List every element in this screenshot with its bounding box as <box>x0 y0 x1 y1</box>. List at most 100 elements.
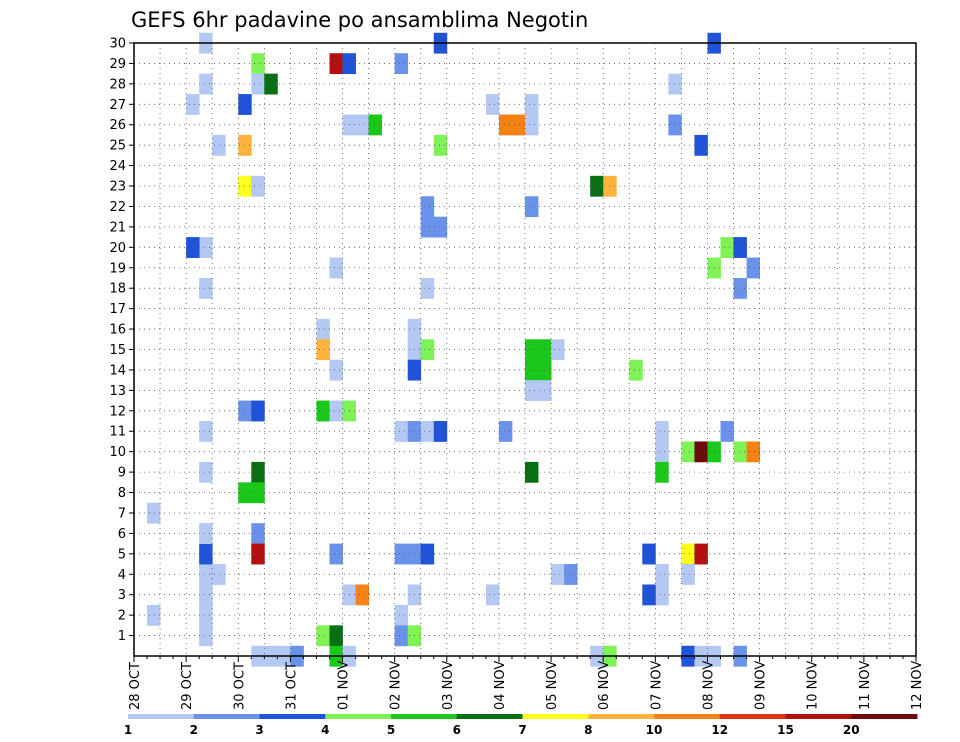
x-tick-label: 12 NOV <box>910 661 925 710</box>
colorbar-swatch <box>259 714 326 719</box>
precip-cell <box>329 625 343 647</box>
precip-cell <box>655 441 669 463</box>
precip-cell <box>694 441 708 463</box>
x-tick-label: 30 OCT <box>232 662 247 710</box>
precip-cell <box>733 441 747 463</box>
precip-cell <box>329 359 343 381</box>
precip-cell <box>746 257 760 279</box>
x-tick-label: 02 NOV <box>389 661 404 710</box>
colorbar-label: 2 <box>190 723 198 737</box>
precip-cell <box>433 421 448 442</box>
colorbar-swatch <box>719 714 786 719</box>
colorbar-swatch <box>654 714 721 719</box>
precip-cell <box>420 421 435 442</box>
precip-cell <box>251 543 265 565</box>
x-tick-label: 31 OCT <box>284 662 299 710</box>
precip-cell <box>681 543 695 565</box>
y-tick-label: 12 <box>109 404 126 419</box>
precip-cell <box>251 400 265 422</box>
precip-cell <box>420 277 435 299</box>
y-tick-label: 1 <box>118 629 126 644</box>
colorbar-label: 5 <box>387 723 395 737</box>
precip-cell <box>147 502 161 524</box>
precip-cell <box>251 523 265 545</box>
precip-cell <box>498 114 513 136</box>
precip-cell <box>199 523 213 545</box>
precip-cell <box>199 277 213 299</box>
precip-cell <box>251 175 265 197</box>
precip-cell <box>511 114 526 136</box>
y-tick-label: 23 <box>109 180 126 195</box>
x-tick-label: 10 NOV <box>806 661 821 710</box>
colorbar-label: 20 <box>843 723 860 737</box>
precip-cell <box>199 625 213 647</box>
y-tick-label: 9 <box>118 466 126 481</box>
precip-cell <box>251 73 265 95</box>
y-tick-label: 4 <box>118 568 126 583</box>
precip-cell <box>694 543 708 565</box>
colorbar-label: 1 <box>124 723 132 737</box>
precip-cell <box>525 380 539 401</box>
precip-cell <box>394 543 409 565</box>
y-tick-label: 5 <box>118 547 126 562</box>
precip-cell <box>355 584 369 606</box>
y-tick-label: 10 <box>109 445 126 460</box>
precip-cell <box>212 134 226 156</box>
y-tick-label: 28 <box>109 77 126 92</box>
precip-cell <box>368 114 383 136</box>
precip-cell <box>655 564 669 585</box>
precip-cell <box>525 359 539 381</box>
colorbar-swatch <box>785 714 852 719</box>
precip-cell <box>329 257 343 279</box>
precip-cell <box>694 134 708 156</box>
y-tick-label: 13 <box>109 384 126 399</box>
colorbar: 1 2 3 4 5 6 7 8 10 12 15 20 <box>124 714 918 737</box>
y-tick-label: 19 <box>109 261 126 276</box>
data-cells <box>147 32 760 667</box>
precip-cell <box>251 482 265 504</box>
precip-cell <box>720 237 734 258</box>
precip-cell <box>746 441 760 463</box>
colorbar-swatch <box>456 714 523 719</box>
colorbar-swatch <box>128 714 195 719</box>
precip-cell <box>199 584 213 606</box>
colorbar-label: 7 <box>518 723 526 737</box>
precip-cell <box>186 94 200 115</box>
y-tick-label: 18 <box>109 282 126 297</box>
colorbar-label: 3 <box>255 723 263 737</box>
precip-cell <box>525 196 539 218</box>
y-tick-label: 26 <box>109 118 126 133</box>
colorbar-swatch <box>391 714 458 719</box>
precip-cell <box>668 73 682 95</box>
y-tick-label: 24 <box>109 159 126 174</box>
x-tick-label: 28 OCT <box>128 662 143 710</box>
grid-lines <box>133 42 917 656</box>
precip-cell <box>329 53 343 75</box>
colorbar-swatch <box>193 714 260 719</box>
precip-cell <box>433 134 448 156</box>
y-tick-label: 11 <box>109 425 126 440</box>
precip-cell <box>212 564 226 585</box>
precip-cell <box>629 359 643 381</box>
precip-cell <box>655 584 669 606</box>
colorbar-swatch <box>325 714 392 719</box>
colorbar-label: 4 <box>321 723 329 737</box>
precip-cell <box>525 461 539 483</box>
precip-cell <box>329 543 343 565</box>
precip-cell <box>733 237 747 258</box>
precip-cell <box>394 604 409 626</box>
precip-cell <box>316 400 330 422</box>
precip-cell <box>525 114 539 136</box>
precip-cell <box>525 339 539 361</box>
y-tick-label: 15 <box>109 343 126 358</box>
precip-cell <box>251 461 265 483</box>
y-tick-label: 8 <box>118 486 126 501</box>
y-tick-label: 7 <box>118 506 126 521</box>
precip-cell <box>316 625 330 647</box>
precip-cell <box>186 237 200 258</box>
y-tick-label: 22 <box>109 200 126 215</box>
x-axis: 28 OCT 29 OCT 30 OCT 31 OCT 01 NOV 02 NOV 03 N… <box>128 656 925 710</box>
y-tick-label: 27 <box>109 98 126 113</box>
precip-cell <box>420 196 435 218</box>
y-tick-label: 29 <box>109 57 126 72</box>
